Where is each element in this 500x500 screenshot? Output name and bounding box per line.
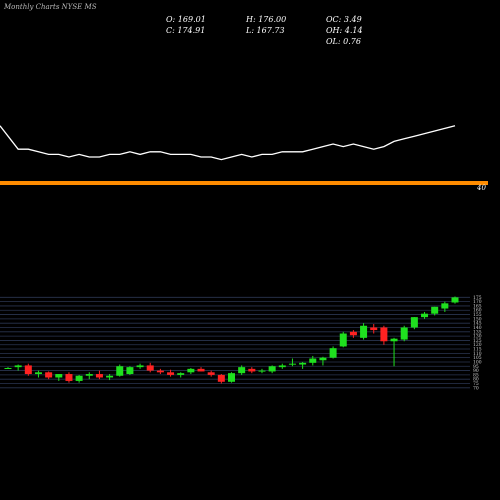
candle-body	[136, 365, 144, 368]
candle-body	[187, 368, 195, 373]
ohlc-info: L: 167.73	[245, 26, 285, 35]
candle-body	[116, 366, 124, 376]
candle-body	[228, 373, 235, 382]
candle-body	[441, 303, 449, 309]
candle-body	[349, 331, 357, 336]
candle-body	[421, 313, 429, 318]
candle-body	[278, 365, 286, 368]
candle-body	[45, 372, 53, 378]
candle-body	[288, 363, 296, 365]
ohlc-info: C: 174.91	[166, 26, 205, 35]
candle-body	[390, 338, 398, 342]
y-tick-label: 160	[473, 308, 482, 314]
candle-body	[258, 370, 266, 372]
candle-body	[207, 372, 215, 375]
indicator-line	[0, 125, 456, 161]
ohlc-info: OH: 4.14	[326, 26, 363, 35]
candle-body	[329, 348, 337, 358]
ohlc-info: H: 176.00	[245, 15, 286, 24]
y-tick-label: 80	[473, 377, 479, 383]
candle-body	[167, 372, 175, 375]
candle-body	[55, 374, 63, 378]
candle-body	[248, 368, 256, 372]
candle-body	[400, 327, 408, 340]
candle-body	[85, 374, 93, 376]
candle-body	[238, 367, 246, 374]
ohlc-info: OL: 0.76	[326, 37, 361, 46]
y-tick-label: 140	[473, 325, 482, 331]
y-tick-label: 150	[473, 316, 482, 322]
candle-body	[431, 306, 439, 314]
y-tick-label: 175	[473, 295, 482, 301]
candle-body	[339, 333, 347, 347]
y-tick-label: 135	[473, 329, 482, 335]
candle-body	[156, 370, 164, 373]
candle-body	[95, 374, 103, 378]
y-tick-label: 170	[473, 299, 482, 305]
level-label: 40	[476, 184, 486, 192]
y-tick-label: 85	[473, 372, 479, 378]
candle-body	[4, 368, 12, 369]
candle-body	[380, 327, 388, 342]
y-tick-label: 95	[473, 364, 479, 370]
y-tick-label: 130	[473, 334, 482, 340]
chart-title: Monthly Charts NYSE MS	[3, 3, 97, 11]
candle-body	[106, 375, 114, 378]
candle-body	[177, 373, 185, 375]
y-tick-label: 125	[473, 338, 482, 344]
candle-body	[370, 327, 378, 331]
candle-body	[410, 317, 418, 328]
candle-body	[360, 325, 368, 338]
y-tick-label: 165	[473, 303, 482, 309]
candle-body	[299, 362, 307, 365]
ohlc-info: OC: 3.49	[326, 15, 362, 24]
y-tick-label: 75	[473, 381, 479, 387]
level-band	[0, 181, 488, 185]
candle-body	[126, 367, 134, 375]
candle-body	[197, 368, 205, 372]
y-tick-label: 115	[473, 347, 482, 353]
candle-body	[217, 374, 225, 382]
candle-body	[24, 365, 32, 375]
y-tick-label: 70	[473, 385, 479, 391]
candle-body	[65, 374, 73, 381]
y-tick-label: 145	[473, 321, 482, 327]
candle-body	[146, 365, 154, 371]
candle-body	[309, 358, 317, 363]
candle-body	[451, 297, 459, 303]
candle-body	[34, 372, 42, 375]
y-tick-label: 120	[473, 342, 482, 348]
ohlc-info: O: 169.01	[166, 15, 206, 24]
candle-body	[268, 366, 276, 372]
y-tick-label: 90	[473, 368, 479, 374]
y-tick-label: 100	[473, 359, 482, 365]
candle-body	[319, 357, 327, 361]
y-tick-label: 155	[473, 312, 482, 318]
y-tick-label: 105	[473, 355, 482, 361]
y-tick-label: 110	[473, 351, 482, 357]
candle-body	[14, 365, 22, 368]
candle-body	[75, 375, 83, 381]
